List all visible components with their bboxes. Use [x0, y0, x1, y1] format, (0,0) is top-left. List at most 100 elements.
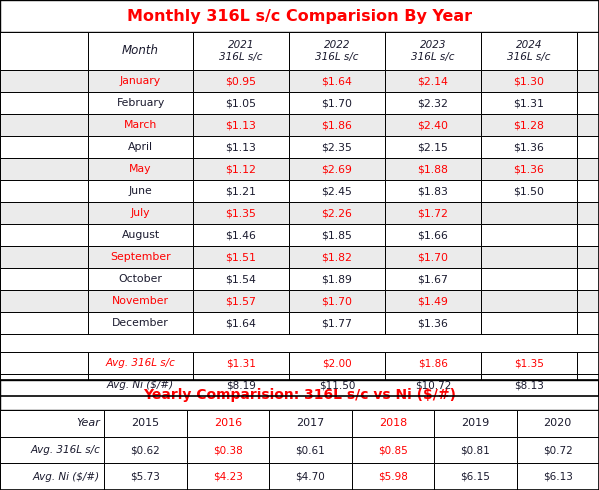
- Bar: [385, 202, 481, 224]
- Bar: [385, 92, 481, 114]
- Bar: [385, 290, 481, 312]
- Bar: [385, 374, 481, 396]
- Bar: [352, 464, 434, 490]
- Bar: [289, 312, 385, 334]
- Bar: [481, 114, 577, 136]
- Text: $2.00: $2.00: [322, 358, 352, 368]
- Bar: [481, 180, 577, 202]
- Bar: [289, 246, 385, 268]
- Bar: [385, 70, 481, 92]
- Bar: [0, 224, 88, 246]
- Bar: [516, 437, 599, 464]
- Text: $4.70: $4.70: [295, 472, 325, 482]
- Bar: [385, 246, 481, 268]
- Text: February: February: [116, 98, 165, 108]
- Bar: [193, 136, 289, 158]
- Text: $1.49: $1.49: [418, 296, 449, 306]
- Text: $1.21: $1.21: [226, 186, 256, 196]
- Text: November: November: [112, 296, 169, 306]
- Bar: [88, 352, 193, 374]
- Text: 2016: 2016: [214, 418, 242, 428]
- Text: April: April: [128, 142, 153, 152]
- Text: December: December: [112, 318, 169, 328]
- Text: $0.95: $0.95: [225, 76, 256, 86]
- Bar: [577, 374, 599, 396]
- Text: Avg. Ni ($/#): Avg. Ni ($/#): [33, 472, 100, 482]
- Bar: [0, 380, 599, 410]
- Bar: [385, 136, 481, 158]
- Bar: [289, 158, 385, 180]
- Bar: [481, 136, 577, 158]
- Bar: [481, 202, 577, 224]
- Bar: [0, 334, 599, 352]
- Text: 2017: 2017: [296, 418, 325, 428]
- Bar: [104, 464, 186, 490]
- Bar: [193, 352, 289, 374]
- Text: $1.88: $1.88: [418, 164, 449, 174]
- Text: $5.73: $5.73: [131, 472, 160, 482]
- Text: July: July: [131, 208, 150, 218]
- Bar: [0, 136, 88, 158]
- Bar: [186, 410, 269, 437]
- Bar: [0, 352, 88, 374]
- Text: $2.69: $2.69: [322, 164, 352, 174]
- Bar: [0, 202, 88, 224]
- Text: $1.13: $1.13: [226, 120, 256, 130]
- Bar: [481, 374, 577, 396]
- Text: $1.70: $1.70: [322, 296, 352, 306]
- Bar: [385, 352, 481, 374]
- Text: $1.66: $1.66: [418, 230, 449, 240]
- Bar: [577, 70, 599, 92]
- Bar: [193, 114, 289, 136]
- Text: $0.61: $0.61: [295, 445, 325, 455]
- Text: $1.89: $1.89: [322, 274, 352, 284]
- Bar: [289, 202, 385, 224]
- Bar: [481, 268, 577, 290]
- Bar: [88, 114, 193, 136]
- Bar: [104, 410, 186, 437]
- Bar: [0, 290, 88, 312]
- Text: $0.81: $0.81: [461, 445, 490, 455]
- Bar: [289, 352, 385, 374]
- Bar: [0, 437, 104, 464]
- Bar: [516, 464, 599, 490]
- Text: $2.32: $2.32: [418, 98, 449, 108]
- Text: 2024
316L s/c: 2024 316L s/c: [507, 40, 550, 62]
- Text: Yearly Comparision: 316L s/c vs Ni ($/#): Yearly Comparision: 316L s/c vs Ni ($/#): [143, 388, 456, 402]
- Text: $1.36: $1.36: [513, 164, 544, 174]
- Bar: [577, 268, 599, 290]
- Text: $0.62: $0.62: [131, 445, 160, 455]
- Text: $1.46: $1.46: [226, 230, 256, 240]
- Bar: [434, 410, 516, 437]
- Text: $1.70: $1.70: [322, 98, 352, 108]
- Text: Avg. Ni ($/#): Avg. Ni ($/#): [107, 380, 174, 390]
- Bar: [88, 92, 193, 114]
- Bar: [88, 202, 193, 224]
- Bar: [88, 136, 193, 158]
- Bar: [289, 92, 385, 114]
- Bar: [104, 437, 186, 464]
- Bar: [193, 374, 289, 396]
- Bar: [577, 180, 599, 202]
- Text: $2.26: $2.26: [322, 208, 352, 218]
- Bar: [481, 312, 577, 334]
- Bar: [88, 158, 193, 180]
- Bar: [289, 180, 385, 202]
- Bar: [0, 464, 104, 490]
- Bar: [193, 224, 289, 246]
- Text: $1.13: $1.13: [226, 142, 256, 152]
- Bar: [88, 246, 193, 268]
- Bar: [577, 158, 599, 180]
- Text: $0.85: $0.85: [378, 445, 408, 455]
- Bar: [0, 380, 599, 490]
- Text: $1.31: $1.31: [513, 98, 544, 108]
- Text: $1.54: $1.54: [226, 274, 256, 284]
- Bar: [88, 268, 193, 290]
- Text: $6.13: $6.13: [543, 472, 573, 482]
- Text: 2020: 2020: [544, 418, 572, 428]
- Bar: [88, 180, 193, 202]
- Bar: [289, 268, 385, 290]
- Text: $1.70: $1.70: [418, 252, 449, 262]
- Text: $0.38: $0.38: [213, 445, 243, 455]
- Text: August: August: [122, 230, 159, 240]
